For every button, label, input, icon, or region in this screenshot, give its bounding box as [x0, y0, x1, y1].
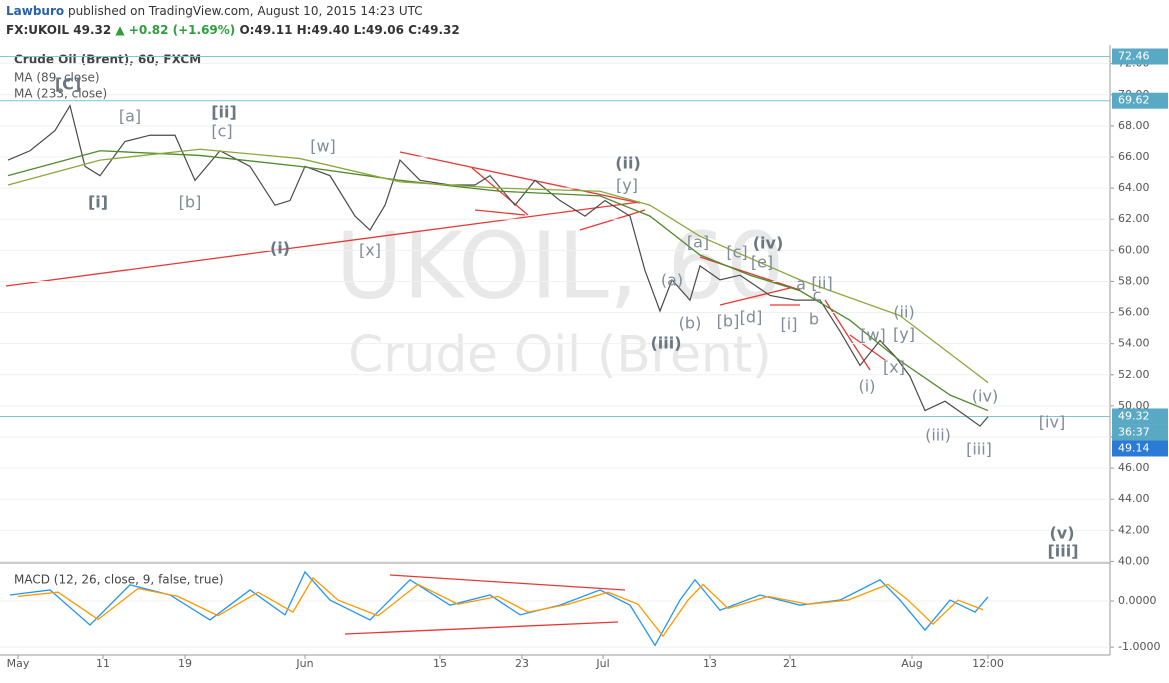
x-tick-label: 15 [433, 657, 447, 670]
y-tick-label: 40.00 [1118, 554, 1150, 567]
x-tick-label: 11 [96, 657, 110, 670]
price-label: 72.46 [1112, 48, 1168, 65]
wave-label: (i) [270, 239, 290, 258]
series-line [17, 576, 984, 638]
series-line [7, 150, 989, 412]
wave-label: [a] [119, 107, 141, 126]
wave-label: (a) [661, 271, 683, 290]
x-tick-label: 23 [515, 657, 529, 670]
wave-label: (iv) [972, 387, 998, 406]
wave-label: [iv] [1039, 413, 1065, 432]
wave-label: [y] [616, 176, 638, 195]
wave-label: c [813, 286, 822, 305]
wave-label: [i] [781, 315, 798, 334]
price-label-box [1112, 48, 1168, 65]
y-tick-label: 66.00 [1118, 150, 1150, 163]
price-label-text: 69.62 [1118, 94, 1150, 107]
price-label-box [1112, 408, 1168, 425]
x-tick-label: 19 [178, 657, 192, 670]
wave-label: (ii) [893, 303, 914, 322]
x-tick-label: 21 [783, 657, 797, 670]
x-tick-label: Jul [595, 657, 609, 670]
header-line: Lawburo published on TradingView.com, Au… [6, 4, 423, 18]
y-tick-label: 0.0000 [1118, 594, 1157, 607]
wave-label: [x] [359, 241, 381, 260]
price-label: 49.32 [1112, 408, 1168, 425]
wave-label: a [796, 275, 806, 294]
y-tick-label: 68.00 [1118, 119, 1150, 132]
wave-label: [iii] [1047, 542, 1078, 561]
wave-label: [w] [860, 326, 886, 345]
y-tick-label: 62.00 [1118, 212, 1150, 225]
price-label-text: 72.46 [1118, 50, 1150, 63]
price-label: 36:37 [1112, 424, 1168, 441]
macd-title: MACD (12, 26, close, 9, false, true) [14, 573, 224, 587]
x-tick-label: Aug [901, 657, 922, 670]
wave-label: [d] [740, 308, 763, 327]
wave-label: [w] [310, 137, 336, 156]
watermark: UKOIL, 60 [336, 212, 785, 319]
price-label-text: 36:37 [1118, 425, 1150, 438]
price-label-box [1112, 92, 1168, 109]
published: published on TradingView.com, August 10,… [68, 4, 423, 18]
x-tick-label: May [7, 657, 30, 670]
y-tick-label: -1.0000 [1118, 640, 1160, 653]
change: ▲ +0.82 (+1.69%) [115, 23, 235, 37]
wave-label: [i] [88, 193, 108, 212]
wave-label: (iii) [650, 334, 681, 353]
y-tick-label: 60.00 [1118, 243, 1150, 256]
wave-label: [y] [893, 325, 915, 344]
symbol-line: FX:UKOIL 49.32 ▲ +0.82 (+1.69%) O:49.11 … [6, 23, 460, 37]
y-tick-label: 44.00 [1118, 492, 1150, 505]
wave-label: (i) [859, 377, 876, 396]
y-tick-label: 64.00 [1118, 181, 1150, 194]
legend-entry: MA (233, close) [14, 87, 107, 101]
y-tick-label: 42.00 [1118, 523, 1150, 536]
y-tick-label: 58.00 [1118, 274, 1150, 287]
price-label-box [1112, 440, 1168, 457]
wave-label: [c] [211, 122, 232, 141]
price-label-box [1112, 424, 1168, 441]
legend-entry: MA (89, close) [14, 71, 100, 85]
wave-label: [b] [179, 193, 202, 212]
wave-label: (v) [1049, 524, 1074, 543]
wave-label: [x] [883, 358, 905, 377]
wave-label: [ii] [211, 103, 237, 122]
wave-label: b [809, 310, 819, 329]
wave-label: (ii) [615, 154, 641, 173]
y-tick-label: 56.00 [1118, 306, 1150, 319]
wave-label: [C] [55, 75, 81, 94]
x-tick-label: 12:00 [972, 657, 1004, 670]
trend-lines [5, 151, 886, 635]
price-label: 49.14 [1112, 440, 1168, 457]
wave-label: [ii] [811, 274, 832, 293]
pane-title: Crude Oil (Brent), 60, FXCM [14, 53, 201, 67]
wave-label: (iv) [753, 234, 784, 253]
wave-label: (b) [679, 314, 702, 333]
y-tick-label: 52.00 [1118, 368, 1150, 381]
publisher[interactable]: Lawburo [6, 4, 64, 18]
wave-label: [a] [687, 233, 709, 252]
y-tick-label: 54.00 [1118, 337, 1150, 350]
series-line [7, 148, 989, 384]
wave-label: [b] [717, 312, 740, 331]
price-label: 69.62 [1112, 92, 1168, 109]
price-label-text: 49.32 [1118, 409, 1150, 422]
wave-label: [iii] [966, 440, 992, 459]
wave-label: [c] [726, 243, 747, 262]
x-tick-label: Jun [295, 657, 313, 670]
symbol: FX:UKOIL 49.32 [6, 23, 111, 37]
price-label-text: 49.14 [1118, 441, 1150, 454]
ohlc: O:49.11 H:49.40 L:49.06 C:49.32 [239, 23, 459, 37]
x-tick-label: 13 [703, 657, 717, 670]
wave-label: (iii) [925, 426, 951, 445]
watermark-subtitle: Crude Oil (Brent) [348, 326, 771, 384]
wave-label: [e] [751, 253, 773, 272]
y-tick-label: 46.00 [1118, 461, 1150, 474]
